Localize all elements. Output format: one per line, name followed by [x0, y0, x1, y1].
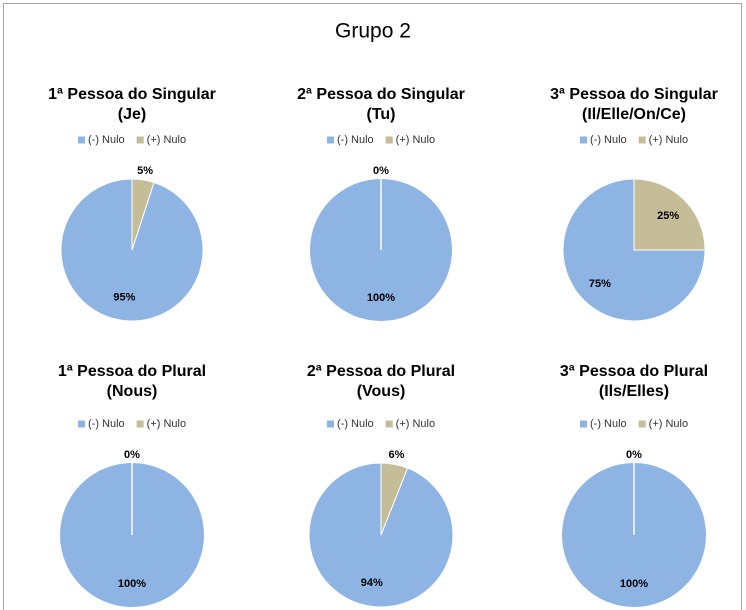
legend-label: (+) Nulo: [396, 134, 435, 146]
legend-swatch: [580, 136, 587, 144]
legend-label: (+) Nulo: [649, 418, 688, 430]
legend-swatch: [327, 136, 334, 144]
legend-swatch: [136, 420, 144, 428]
data-label: 0%: [124, 449, 140, 461]
legend-swatch: [580, 420, 587, 428]
data-label: 0%: [373, 165, 389, 177]
legend-swatch: [638, 420, 646, 428]
chart-title: (Tu): [366, 106, 395, 123]
legend-swatch: [385, 136, 393, 144]
pie-slice: [380, 462, 409, 536]
legend-label: (-) Nulo: [590, 134, 627, 146]
data-label: 94%: [361, 577, 383, 589]
legend-swatch: [638, 136, 646, 144]
chart-title: 3ª Pessoa do Singular: [550, 86, 718, 103]
chart-title: (Il/Elle/On/Ce): [582, 106, 686, 123]
legend-label: (+) Nulo: [649, 134, 688, 146]
legend-swatch: [78, 136, 85, 144]
data-label: 6%: [389, 449, 405, 461]
legend-label: (-) Nulo: [337, 134, 374, 146]
pie-slice: [633, 178, 706, 251]
chart-title: (Nous): [107, 383, 158, 400]
data-label: 75%: [589, 278, 611, 290]
legend-label: (+) Nulo: [396, 418, 435, 430]
data-label: 100%: [367, 292, 395, 304]
pie-slice: [131, 178, 155, 251]
chart-title: (Vous): [357, 383, 406, 400]
chart-title: 2ª Pessoa do Plural: [307, 363, 455, 380]
legend-label: (-) Nulo: [590, 418, 627, 430]
data-label: 0%: [626, 449, 642, 461]
main-title: Grupo 2: [335, 20, 411, 43]
legend-label: (+) Nulo: [147, 134, 186, 146]
chart-title: (Je): [118, 106, 146, 123]
data-label: 100%: [620, 578, 648, 590]
chart-title: 3ª Pessoa do Plural: [560, 363, 708, 380]
data-label: 100%: [118, 578, 146, 590]
legend-swatch: [385, 420, 393, 428]
data-label: 25%: [657, 210, 679, 222]
legend-label: (-) Nulo: [88, 418, 125, 430]
chart-title: (Ils/Elles): [599, 383, 669, 400]
data-label: 5%: [137, 165, 153, 177]
chart-title: 2ª Pessoa do Singular: [297, 86, 465, 103]
legend-label: (-) Nulo: [337, 418, 374, 430]
legend-swatch: [78, 420, 85, 428]
data-label: 95%: [113, 292, 135, 304]
chart-title: 1ª Pessoa do Singular: [48, 86, 216, 103]
legend-label: (+) Nulo: [147, 418, 186, 430]
legend-swatch: [327, 420, 334, 428]
legend-swatch: [136, 136, 144, 144]
legend-label: (-) Nulo: [88, 134, 125, 146]
chart-title: 1ª Pessoa do Plural: [58, 363, 206, 380]
